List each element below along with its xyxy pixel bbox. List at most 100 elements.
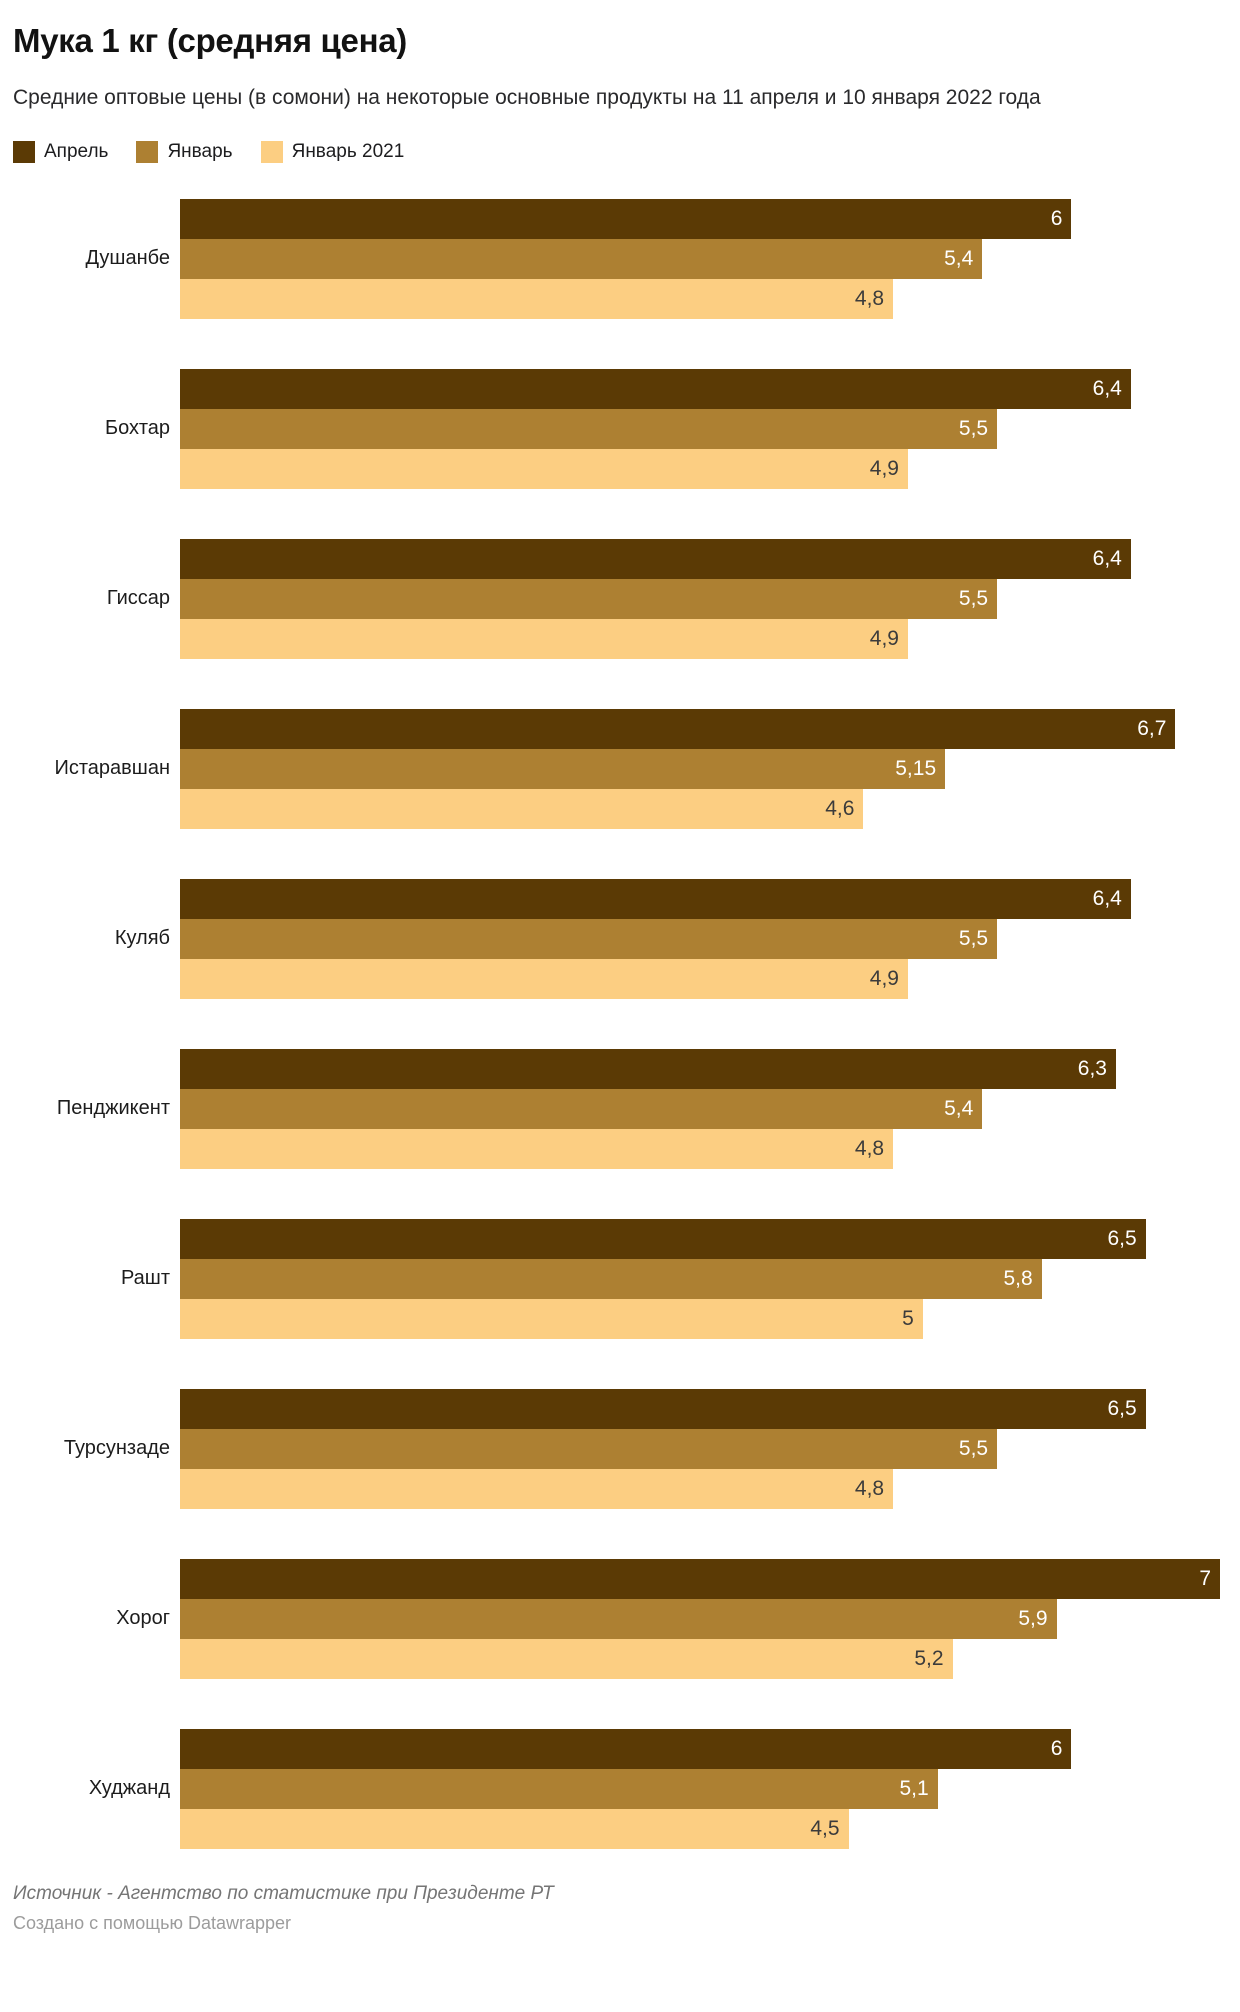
bar-group: Хорог 7 5,9 5,2 [13, 1558, 1220, 1679]
bars-column: 6 5,1 4,5 [180, 1728, 1220, 1849]
bars-column: 6,4 5,5 4,9 [180, 368, 1220, 489]
datawrapper-link[interactable]: Datawrapper [187, 1912, 292, 1933]
bar: 6,7 [180, 708, 1176, 749]
category-label: Бохтар [105, 417, 170, 440]
legend: Апрель Январь Январь 2021 [13, 140, 1220, 163]
bar: 6,5 [180, 1388, 1146, 1429]
bar-value-label: 5,15 [895, 756, 937, 780]
attribution: Создано с помощью Datawrapper [13, 1913, 1220, 1934]
category-label: Душанбе [85, 247, 170, 270]
bar: 5,5 [180, 408, 998, 449]
bar-value-label: 4,9 [869, 456, 899, 480]
bar: 5,9 [180, 1598, 1057, 1639]
bars-column: 6,7 5,15 4,6 [180, 708, 1220, 829]
bar: 5,5 [180, 1428, 998, 1469]
bar-value-label: 6,4 [1092, 886, 1122, 910]
bar-group: Рашт 6,5 5,8 5 [13, 1218, 1220, 1339]
bar: 4,6 [180, 788, 864, 829]
bar-value-label: 5,4 [944, 246, 974, 270]
bar: 6,5 [180, 1218, 1146, 1259]
bar-value-label: 4,8 [854, 1476, 885, 1500]
bar: 5,5 [180, 918, 998, 959]
bar-value-label: 6,7 [1137, 716, 1167, 740]
chart-subtitle: Средние оптовые цены (в сомони) на некот… [13, 86, 1041, 109]
bar-group: Истаравшан 6,7 5,15 4,6 [13, 708, 1220, 829]
attribution-text: Создано с помощью [13, 1912, 183, 1933]
bars-column: 6,5 5,5 4,8 [180, 1388, 1220, 1509]
bar-value-label: 5,5 [958, 586, 989, 610]
bar: 5,2 [180, 1638, 953, 1679]
bar-group: Бохтар 6,4 5,5 4,9 [13, 368, 1220, 489]
bar-group: Гиссар 6,4 5,5 4,9 [13, 538, 1220, 659]
bar: 5 [180, 1298, 923, 1339]
legend-swatch-icon [136, 140, 159, 163]
bar: 4,9 [180, 618, 908, 659]
bar: 6,3 [180, 1048, 1116, 1089]
category-label: Рашт [120, 1267, 170, 1290]
bar: 4,8 [180, 278, 894, 319]
bar-group: Турсунзаде 6,5 5,5 4,8 [13, 1388, 1220, 1509]
bar: 6,4 [180, 368, 1131, 409]
bar-value-label: 4,8 [854, 1136, 885, 1160]
legend-label: Январь [167, 140, 233, 162]
legend-item: Январь 2021 [260, 140, 405, 163]
legend-item: Апрель [13, 140, 109, 163]
bar-value-label: 4,9 [869, 966, 899, 990]
bar: 5,8 [180, 1258, 1042, 1299]
bar-value-label: 4,9 [869, 626, 899, 650]
bar-value-label: 5,4 [944, 1096, 974, 1120]
category-label: Турсунзаде [63, 1437, 170, 1460]
bars-column: 6,4 5,5 4,9 [180, 538, 1220, 659]
bar-value-label: 6,5 [1107, 1226, 1137, 1250]
bar: 6 [180, 198, 1072, 239]
bar-value-label: 5,1 [899, 1776, 929, 1800]
category-label: Худжанд [88, 1777, 170, 1800]
bar: 6 [180, 1728, 1072, 1769]
bar-group: Душанбе 6 5,4 4,8 [13, 198, 1220, 319]
bar-value-label: 7 [1199, 1566, 1211, 1590]
bars-column: 7 5,9 5,2 [180, 1558, 1220, 1679]
bar-value-label: 4,8 [854, 286, 885, 310]
bar-value-label: 5,2 [914, 1646, 944, 1670]
chart: Мука 1 кг (средняя цена) Средние оптовые… [13, 22, 1220, 1934]
bar-value-label: 4,6 [825, 796, 855, 820]
category-label: Хорог [116, 1607, 170, 1630]
bar-value-label: 5,5 [958, 1436, 989, 1460]
bar-value-label: 5,5 [958, 926, 989, 950]
bar: 4,5 [180, 1808, 849, 1849]
bar: 5,15 [180, 748, 946, 789]
bar-value-label: 5,8 [1003, 1266, 1033, 1290]
plot-area: Душанбе 6 5,4 4,8 Бохтар 6,4 5,5 4,9 Гиссар 6,4 5,… [13, 198, 1220, 1849]
chart-title: Мука 1 кг (средняя цена) [13, 22, 407, 59]
bar: 4,9 [180, 958, 908, 999]
bar: 6,4 [180, 538, 1131, 579]
bar-value-label: 6,4 [1092, 546, 1122, 570]
bar: 4,8 [180, 1468, 894, 1509]
bar: 4,8 [180, 1128, 894, 1169]
bar: 5,4 [180, 1088, 983, 1129]
bar-value-label: 6,5 [1107, 1396, 1137, 1420]
bar: 7 [180, 1558, 1220, 1599]
bar: 6,4 [180, 878, 1131, 919]
source-note: Источник - Агентство по статистике при П… [13, 1882, 554, 1904]
category-label: Истаравшан [54, 757, 170, 780]
bars-column: 6,5 5,8 5 [180, 1218, 1220, 1339]
category-label: Пенджикент [56, 1097, 170, 1120]
bar: 5,1 [180, 1768, 938, 1809]
legend-label: Январь 2021 [291, 140, 405, 162]
legend-item: Январь [136, 140, 233, 163]
legend-swatch-icon [260, 140, 283, 163]
bar-value-label: 6,3 [1077, 1056, 1107, 1080]
bar: 5,5 [180, 578, 998, 619]
bar-group: Худжанд 6 5,1 4,5 [13, 1728, 1220, 1849]
bar-value-label: 5,9 [1018, 1606, 1048, 1630]
bar: 4,9 [180, 448, 908, 489]
bars-column: 6,4 5,5 4,9 [180, 878, 1220, 999]
bar: 5,4 [180, 238, 983, 279]
bar-value-label: 6,4 [1092, 376, 1122, 400]
bar-value-label: 6 [1050, 1736, 1063, 1760]
legend-swatch-icon [13, 140, 35, 163]
bar-value-label: 5 [902, 1306, 914, 1330]
legend-label: Апрель [44, 140, 109, 162]
category-label: Куляб [114, 927, 170, 950]
